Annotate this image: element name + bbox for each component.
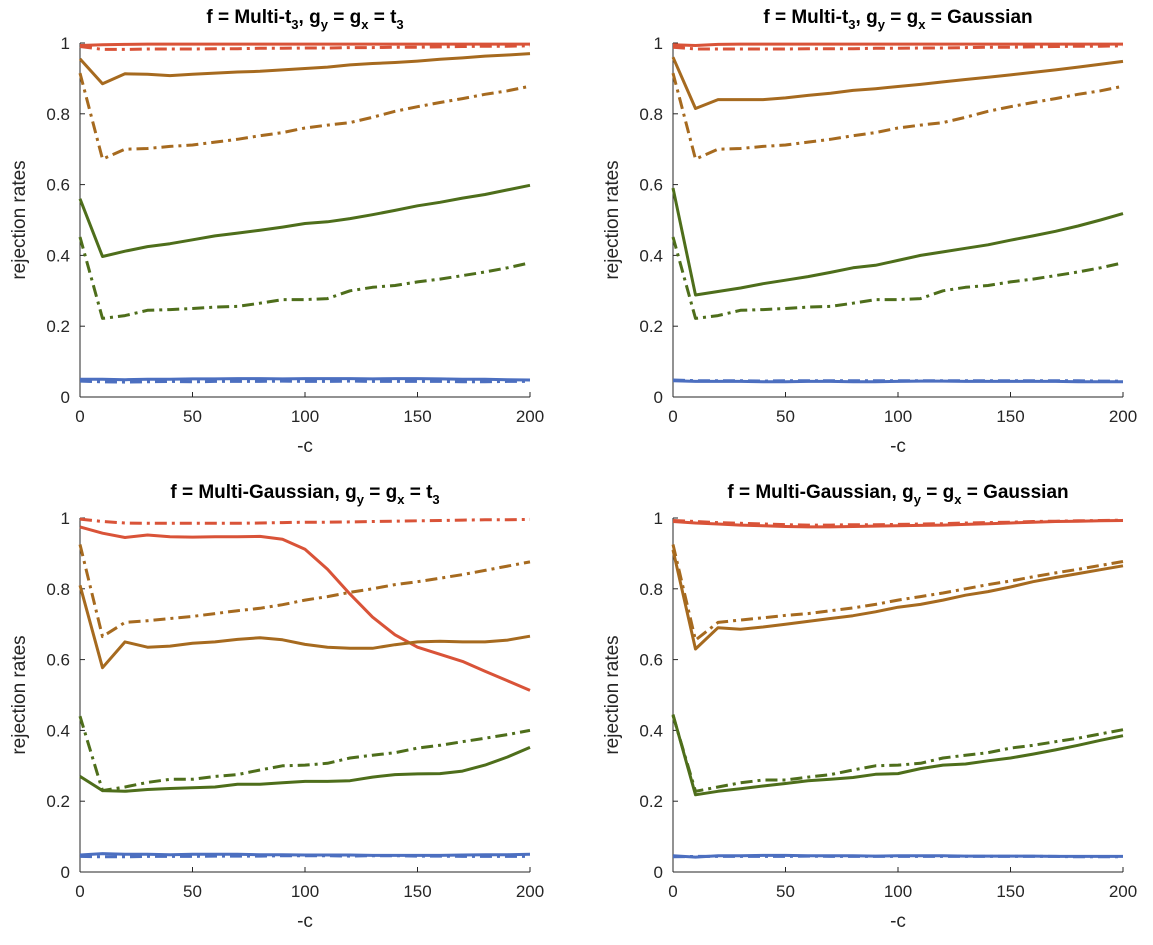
series-line-orange-solid <box>78 52 531 86</box>
x-axis-label: -c <box>890 911 906 932</box>
panel-title: f = Multi-Gaussian, gy​ = gx​ = Gaussian <box>727 482 1068 507</box>
y-tick-label: 0 <box>654 863 663 882</box>
y-tick-label: 0.4 <box>46 246 70 265</box>
y-tick-label: 0.6 <box>46 651 70 670</box>
x-axis-label: -c <box>890 436 906 457</box>
chart-panel-4: 0 50 100 150 200 0 0.2 0.4 0.6 0.8 1 -c rejection ra… <box>602 482 1137 932</box>
series-line-green-solid <box>671 187 1124 297</box>
y-tick-label: 0.4 <box>639 246 663 265</box>
y-tick-label: 0.2 <box>639 317 663 336</box>
series-line-red-dashdot <box>672 44 1124 51</box>
x-tick-label: 150 <box>403 882 431 901</box>
series-line-orange-solid <box>671 549 1124 651</box>
series-line-blue-solid <box>80 377 531 382</box>
x-tick-label: 0 <box>75 407 84 426</box>
y-tick-label: 0 <box>654 388 663 407</box>
x-axis-label: -c <box>297 911 313 932</box>
series-line-orange-dashdot <box>78 72 531 161</box>
series-line-orange-dashdot <box>671 544 1124 642</box>
series-line-green-dashdot <box>671 236 1124 320</box>
y-tick-label: 0.2 <box>46 317 70 336</box>
series-line-blue-dashdot <box>672 854 1123 859</box>
series-line-blue-dashdot <box>79 379 530 384</box>
panel-title: f = Multi-Gaussian, gy​ = gx​ = t3​ <box>170 482 439 507</box>
y-tick-label: 1 <box>654 34 663 53</box>
x-tick-label: 0 <box>75 882 84 901</box>
x-axis-label: -c <box>297 436 313 457</box>
x-tick-label: 50 <box>183 882 202 901</box>
x-tick-label: 50 <box>183 407 202 426</box>
series-line-red-solid <box>79 525 531 692</box>
x-tick-label: 50 <box>776 407 795 426</box>
series-line-green-solid <box>671 714 1124 797</box>
x-tick-label: 200 <box>1109 882 1137 901</box>
x-tick-label: 200 <box>516 882 544 901</box>
chart-panel-1: 0 50 100 150 200 0 0.2 0.4 0.6 0.8 1 -c rejection ra… <box>9 7 544 457</box>
y-axis-label: rejection rates <box>9 635 30 754</box>
series-line-orange-dashdot <box>78 544 531 639</box>
series-line-green-dashdot <box>671 715 1124 793</box>
y-tick-label: 0.2 <box>639 792 663 811</box>
y-axis-label: rejection rates <box>9 160 30 279</box>
x-tick-label: 100 <box>291 407 319 426</box>
panel-title: f = Multi-t3​, gy​ = gx​ = Gaussian <box>763 7 1032 32</box>
series-line-red-dashdot <box>79 44 531 51</box>
series-line-green-solid <box>79 746 531 793</box>
y-tick-label: 0.8 <box>46 580 70 599</box>
x-tick-label: 150 <box>403 407 431 426</box>
y-tick-label: 0.8 <box>639 105 663 124</box>
y-axis-label: rejection rates <box>602 635 623 754</box>
x-tick-label: 0 <box>668 882 677 901</box>
series-line-red-dashdot <box>672 518 1124 527</box>
y-tick-label: 0.8 <box>46 105 70 124</box>
y-tick-label: 0.6 <box>639 176 663 195</box>
chart-panel-3: 0 50 100 150 200 0 0.2 0.4 0.6 0.8 1 -c rejection ra… <box>9 482 544 932</box>
series-line-green-solid <box>78 183 531 258</box>
y-axis-label: rejection rates <box>602 160 623 279</box>
x-tick-label: 100 <box>291 882 319 901</box>
x-tick-label: 150 <box>996 882 1024 901</box>
y-tick-label: 1 <box>61 509 70 528</box>
series-line-green-dashdot <box>78 715 531 793</box>
series-line-blue-dashdot <box>79 854 530 859</box>
series-line-red-dashdot <box>79 517 531 525</box>
series-line-orange-solid <box>671 56 1124 110</box>
y-tick-label: 0.4 <box>46 721 70 740</box>
x-tick-label: 0 <box>668 407 677 426</box>
series-line-orange-dashdot <box>671 72 1124 161</box>
series-line-green-dashdot <box>78 236 531 320</box>
y-tick-label: 0 <box>61 388 70 407</box>
chart-panel-2: 0 50 100 150 200 0 0.2 0.4 0.6 0.8 1 -c rejection ra… <box>602 7 1137 457</box>
series-line-red-solid <box>79 42 530 47</box>
x-tick-label: 100 <box>884 882 912 901</box>
series-line-red-solid <box>672 42 1123 47</box>
y-tick-label: 0.2 <box>46 792 70 811</box>
y-tick-label: 0 <box>61 863 70 882</box>
x-tick-label: 200 <box>1109 407 1137 426</box>
x-tick-label: 100 <box>884 407 912 426</box>
series-line-orange-solid <box>78 584 531 670</box>
x-tick-label: 200 <box>516 407 544 426</box>
panel-title: f = Multi-t3​, gy​ = gx​ = t3​ <box>206 7 403 32</box>
y-tick-label: 0.8 <box>639 580 663 599</box>
y-tick-label: 0.6 <box>639 651 663 670</box>
x-tick-label: 150 <box>996 407 1024 426</box>
y-tick-label: 0.6 <box>46 176 70 195</box>
y-tick-label: 1 <box>654 509 663 528</box>
series-line-blue-dashdot <box>672 378 1123 383</box>
y-tick-label: 1 <box>61 34 70 53</box>
x-tick-label: 50 <box>776 882 795 901</box>
y-tick-label: 0.4 <box>639 721 663 740</box>
